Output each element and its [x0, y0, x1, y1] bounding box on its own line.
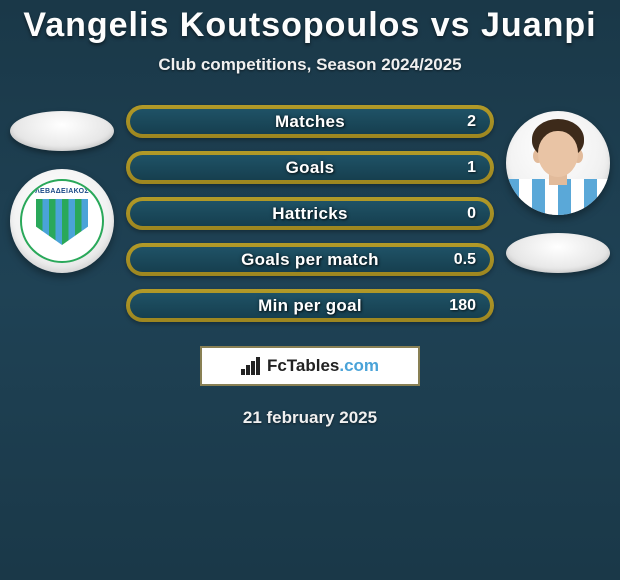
stat-right-value: 180: [435, 293, 490, 318]
snapshot-date: 21 february 2025: [0, 408, 620, 428]
stat-left-value: [130, 109, 158, 134]
stat-bar-min-per-goal: Min per goal 180: [126, 289, 494, 322]
stat-label: Min per goal: [258, 296, 362, 316]
stat-left-value: [130, 155, 158, 180]
stat-bars: Matches 2 Goals 1 Hattricks 0 Goals per …: [118, 105, 502, 322]
brand-watermark: FcTables.com: [200, 346, 420, 386]
club-shield-icon: [36, 199, 88, 245]
stat-label: Matches: [275, 112, 345, 132]
stat-left-value: [130, 201, 158, 226]
club-logo-levadiakos: ΛΕΒΑΔΕΙΑΚΟΣ: [20, 179, 104, 263]
stat-bar-hattricks: Hattricks 0: [126, 197, 494, 230]
club-badge-placeholder-right: [506, 233, 610, 273]
brand-name-text: FcTables: [267, 356, 339, 375]
brand-name: FcTables.com: [267, 356, 379, 376]
left-side: ΛΕΒΑΔΕΙΑΚΟΣ: [6, 105, 118, 273]
stat-left-value: [130, 293, 158, 318]
stat-label: Goals per match: [241, 250, 379, 270]
club-badge-left: ΛΕΒΑΔΕΙΑΚΟΣ: [10, 169, 114, 273]
player-photo-placeholder-left: [10, 111, 114, 151]
club-name-label: ΛΕΒΑΔΕΙΑΚΟΣ: [35, 188, 89, 195]
stat-bar-matches: Matches 2: [126, 105, 494, 138]
player-photo-right: [506, 111, 610, 215]
player-avatar-icon: [506, 111, 610, 215]
stat-bar-goals: Goals 1: [126, 151, 494, 184]
right-side: [502, 105, 614, 273]
comparison-panel: ΛΕΒΑΔΕΙΑΚΟΣ Matches 2 Goals 1 Hattricks: [0, 105, 620, 322]
stat-left-value: [130, 247, 158, 272]
stat-right-value: 0.5: [440, 247, 490, 272]
stat-label: Goals: [286, 158, 335, 178]
stat-right-value: 2: [453, 109, 490, 134]
stat-right-value: 1: [453, 155, 490, 180]
subtitle: Club competitions, Season 2024/2025: [0, 55, 620, 75]
stat-label: Hattricks: [272, 204, 347, 224]
page-title: Vangelis Koutsopoulos vs Juanpi: [0, 0, 620, 45]
stat-bar-goals-per-match: Goals per match 0.5: [126, 243, 494, 276]
bars-chart-icon: [241, 357, 263, 375]
brand-suffix: .com: [339, 356, 379, 375]
stat-right-value: 0: [453, 201, 490, 226]
